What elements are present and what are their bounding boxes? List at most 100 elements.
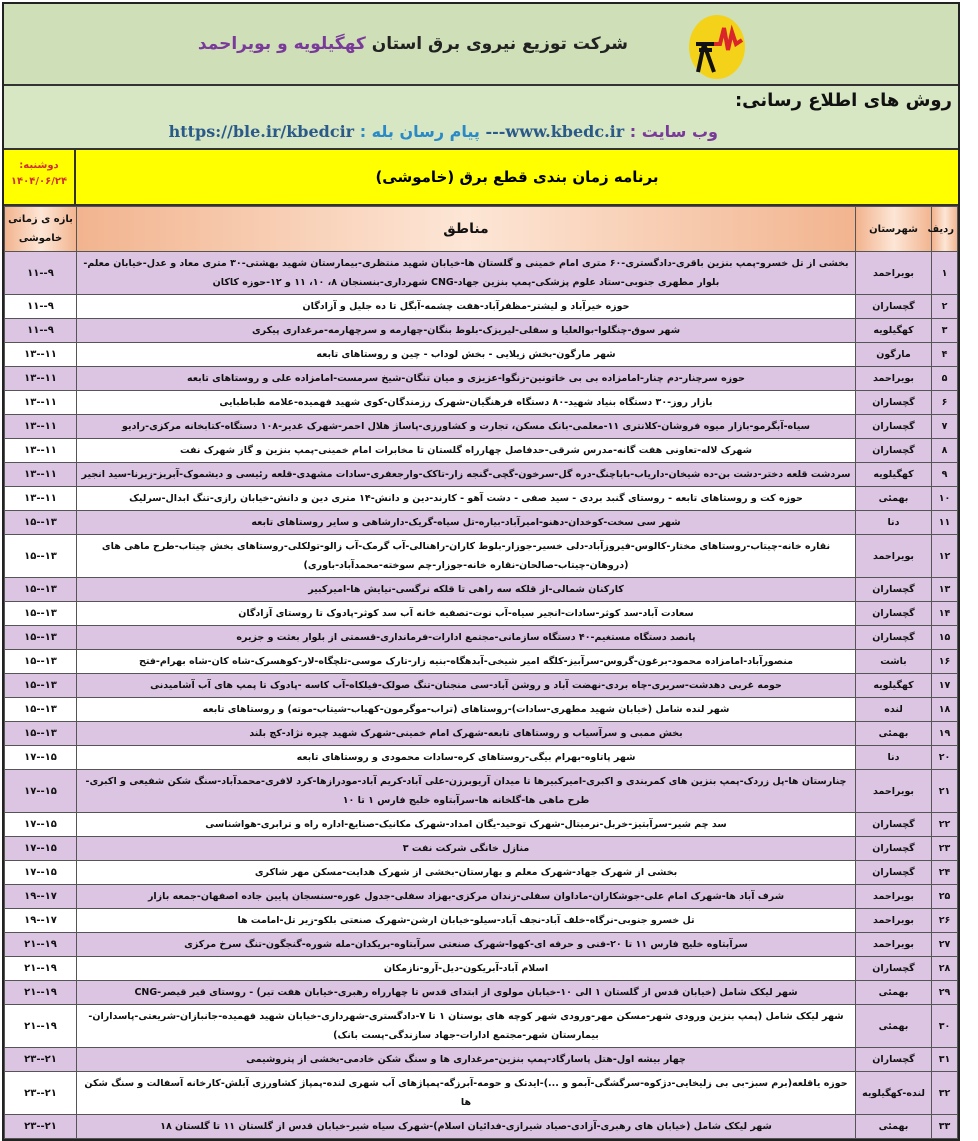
table-row: ۲۷ بویراحمد سرآبتاوه خلیج فارس ۱۱ تا ۲۰-فن… bbox=[4, 932, 958, 957]
time-cell: ۲۱--۲۳ bbox=[4, 1071, 77, 1115]
city-cell: گچساران bbox=[855, 601, 932, 626]
table-row: ۱۰ بهمئی حوزه کت و روستاهای تابعه - روستای… bbox=[4, 486, 958, 511]
table-row: ۱۱ دنا شهر سی سخت-کوخدان-دهنو-امیرآباد-بیا… bbox=[4, 510, 958, 535]
table-row: ۳۳ بهمئی شهر لیکک شامل (خیابان های رهبری-آ… bbox=[4, 1114, 958, 1139]
time-cell: ۱۱--۱۳ bbox=[4, 462, 77, 487]
messenger-link[interactable]: https://ble.ir/kbedcir bbox=[168, 122, 355, 141]
row-number: ۲۳ bbox=[931, 836, 958, 861]
areas-cell: حوزه خیرآباد و لیشتر-مظفرآباد-هفت چشمه-آ… bbox=[76, 294, 856, 319]
table-row: ۴ مارگون شهر مارگون-بخش زیلایی - بخش لوداب… bbox=[4, 342, 958, 367]
col-areas: مناطق bbox=[76, 206, 856, 252]
time-cell: ۱۳--۱۵ bbox=[4, 697, 77, 722]
city-cell: باشت bbox=[855, 649, 932, 674]
time-cell: ۱۳--۱۵ bbox=[4, 534, 77, 578]
city-cell: بویراحمد bbox=[855, 932, 932, 957]
row-number: ۱ bbox=[931, 251, 958, 295]
row-number: ۲۵ bbox=[931, 884, 958, 909]
row-number: ۱۶ bbox=[931, 649, 958, 674]
company-header: شرکت توزیع نیروی برق استان کهگیلویه و بو… bbox=[4, 4, 958, 86]
table-row: ۷ گچساران سیاه-آبگرمو-بازار میوه فروشان-کل… bbox=[4, 414, 958, 439]
row-number: ۱۹ bbox=[931, 721, 958, 746]
table-row: ۳ کهگیلویه شهر سوق-چنگلوا-بوالعلیا و سفلی-… bbox=[4, 318, 958, 343]
row-number: ۲۶ bbox=[931, 908, 958, 933]
row-number: ۷ bbox=[931, 414, 958, 439]
time-cell: ۱۳--۱۵ bbox=[4, 510, 77, 535]
areas-cell: نقاره خانه-چیتاب-روستاهای مختار-کالوس-فی… bbox=[76, 534, 856, 578]
row-number: ۵ bbox=[931, 366, 958, 391]
table-row: ۱۳ گچساران کارکنان شمالی-از قلکه سه راهی ت… bbox=[4, 577, 958, 602]
row-number: ۳۳ bbox=[931, 1114, 958, 1139]
city-cell: دنا bbox=[855, 745, 932, 770]
time-cell: ۱۹--۲۱ bbox=[4, 1004, 77, 1048]
city-cell: بویراحمد bbox=[855, 769, 932, 813]
areas-cell: حوزه کت و روستاهای تابعه - روستای گنبد ب… bbox=[76, 486, 856, 511]
row-number: ۲۰ bbox=[931, 745, 958, 770]
table-row: ۳۱ گچساران چهار بیشه اول-هتل پاسارگاد-پمپ … bbox=[4, 1047, 958, 1072]
row-number: ۳ bbox=[931, 318, 958, 343]
city-cell: گچساران bbox=[855, 812, 932, 837]
areas-cell: کارکنان شمالی-از قلکه سه راهی تا قلکه نر… bbox=[76, 577, 856, 602]
row-number: ۱۰ bbox=[931, 486, 958, 511]
row-number: ۲ bbox=[931, 294, 958, 319]
info-header: روش های اطلاع رسانی: وب سایت : www.kbedc… bbox=[4, 86, 958, 150]
row-number: ۱۸ bbox=[931, 697, 958, 722]
city-cell: گچساران bbox=[855, 1047, 932, 1072]
time-cell: ۱۱--۱۳ bbox=[4, 438, 77, 463]
row-number: ۶ bbox=[931, 390, 958, 415]
schedule-document: شرکت توزیع نیروی برق استان کهگیلویه و بو… bbox=[2, 2, 960, 1141]
time-cell: ۱۵--۱۷ bbox=[4, 860, 77, 885]
row-number: ۱۷ bbox=[931, 673, 958, 698]
time-cell: ۱۳--۱۵ bbox=[4, 601, 77, 626]
table-row: ۲۶ بویراحمد تل خسرو جنوبی-نرگاه-خلف آباد-ن… bbox=[4, 908, 958, 933]
time-cell: ۹--۱۱ bbox=[4, 294, 77, 319]
city-cell: لنده bbox=[855, 697, 932, 722]
time-cell: ۱۷--۱۹ bbox=[4, 884, 77, 909]
row-number: ۳۲ bbox=[931, 1071, 958, 1115]
areas-cell: پانصد دستگاه مستغیم-۴۰ دستگاه سازمانی-مج… bbox=[76, 625, 856, 650]
city-cell: بهمئی bbox=[855, 1114, 932, 1139]
row-number: ۸ bbox=[931, 438, 958, 463]
areas-cell: چنارستان ها-پل زردک-پمپ بنزین های کمربند… bbox=[76, 769, 856, 813]
city-cell: کهگیلویه bbox=[855, 462, 932, 487]
areas-cell: سعادت آباد-سد کوثر-سادات-انجیر سیاه-آب ن… bbox=[76, 601, 856, 626]
table-row: ۱۵ گچساران پانصد دستگاه مستغیم-۴۰ دستگاه س… bbox=[4, 625, 958, 650]
areas-cell: شهر لیکک شامل (پمپ بنزین ورودی شهر-مسکن … bbox=[76, 1004, 856, 1048]
city-cell: بهمئی bbox=[855, 980, 932, 1005]
company-name: شرکت توزیع نیروی برق استان کهگیلویه و بو… bbox=[197, 34, 628, 54]
table-row: ۵ بویراحمد حوزه سرچنار-دم چنار-امامزاده بی… bbox=[4, 366, 958, 391]
areas-cell: بخشی از شهرک جهاد-شهرک معلم و بهارستان-ب… bbox=[76, 860, 856, 885]
city-cell: دنا bbox=[855, 510, 932, 535]
table-row: ۲۰ دنا شهر پاتاوه-بهرام بیگی-روستاهای کره-… bbox=[4, 745, 958, 770]
city-cell: بهمئی bbox=[855, 1004, 932, 1048]
time-cell: ۱۳--۱۵ bbox=[4, 577, 77, 602]
city-cell: بویراحمد bbox=[855, 908, 932, 933]
city-cell: مارگون bbox=[855, 342, 932, 367]
time-cell: ۱۳--۱۵ bbox=[4, 673, 77, 698]
row-number: ۱۵ bbox=[931, 625, 958, 650]
website-link[interactable]: www.kbedc.ir bbox=[505, 122, 625, 141]
areas-cell: شهر لیکک شامل (خیابان های رهبری-آزادی-صی… bbox=[76, 1114, 856, 1139]
table-row: ۲۱ بویراحمد چنارستان ها-پل زردک-پمپ بنزین … bbox=[4, 769, 958, 813]
areas-cell: حوزه سرچنار-دم چنار-امامزاده بی بی خاتون… bbox=[76, 366, 856, 391]
table-row: ۲۳ گچساران منازل خانگی شرکت نفت ۳ ۱۵--۱۷ bbox=[4, 836, 958, 861]
table-row: ۶ گچساران بازار روز-۳۰ دستگاه بنیاد شهید-۸… bbox=[4, 390, 958, 415]
city-cell: گچساران bbox=[855, 625, 932, 650]
table-row: ۲۸ گچساران اسلام آباد-آبریکون-دیل-آرو-نازم… bbox=[4, 956, 958, 981]
table-row: ۱۸ لنده شهر لنده شامل (خیابان شهید مطهری-س… bbox=[4, 697, 958, 722]
areas-cell: حومه غربی دهدشت-سربری-چاه بردی-نهضت آباد… bbox=[76, 673, 856, 698]
time-cell: ۱۱--۱۳ bbox=[4, 486, 77, 511]
time-cell: ۱۹--۲۱ bbox=[4, 956, 77, 981]
city-cell: گچساران bbox=[855, 438, 932, 463]
row-number: ۴ bbox=[931, 342, 958, 367]
table-row: ۸ گچساران شهرک لاله-تعاونی هفت گانه-مدرس ش… bbox=[4, 438, 958, 463]
table-row: ۱۲ بویراحمد نقاره خانه-چیتاب-روستاهای مختا… bbox=[4, 534, 958, 578]
time-cell: ۱۷--۱۹ bbox=[4, 908, 77, 933]
methods-title: روش های اطلاع رسانی: bbox=[734, 90, 952, 111]
table-row: ۱۴ گچساران سعادت آباد-سد کوثر-سادات-انجیر … bbox=[4, 601, 958, 626]
areas-cell: شرف آباد ها-شهرک امام علی-جوشکاران-ماداو… bbox=[76, 884, 856, 909]
time-cell: ۱۳--۱۵ bbox=[4, 649, 77, 674]
areas-cell: سردشت قلعه دختر-دشت بن-ده شیخان-داریاب-ب… bbox=[76, 462, 856, 487]
areas-cell: تل خسرو جنوبی-نرگاه-خلف آباد-نجف آباد-سی… bbox=[76, 908, 856, 933]
city-cell: کهگیلویه bbox=[855, 673, 932, 698]
city-cell: بهمئی bbox=[855, 486, 932, 511]
